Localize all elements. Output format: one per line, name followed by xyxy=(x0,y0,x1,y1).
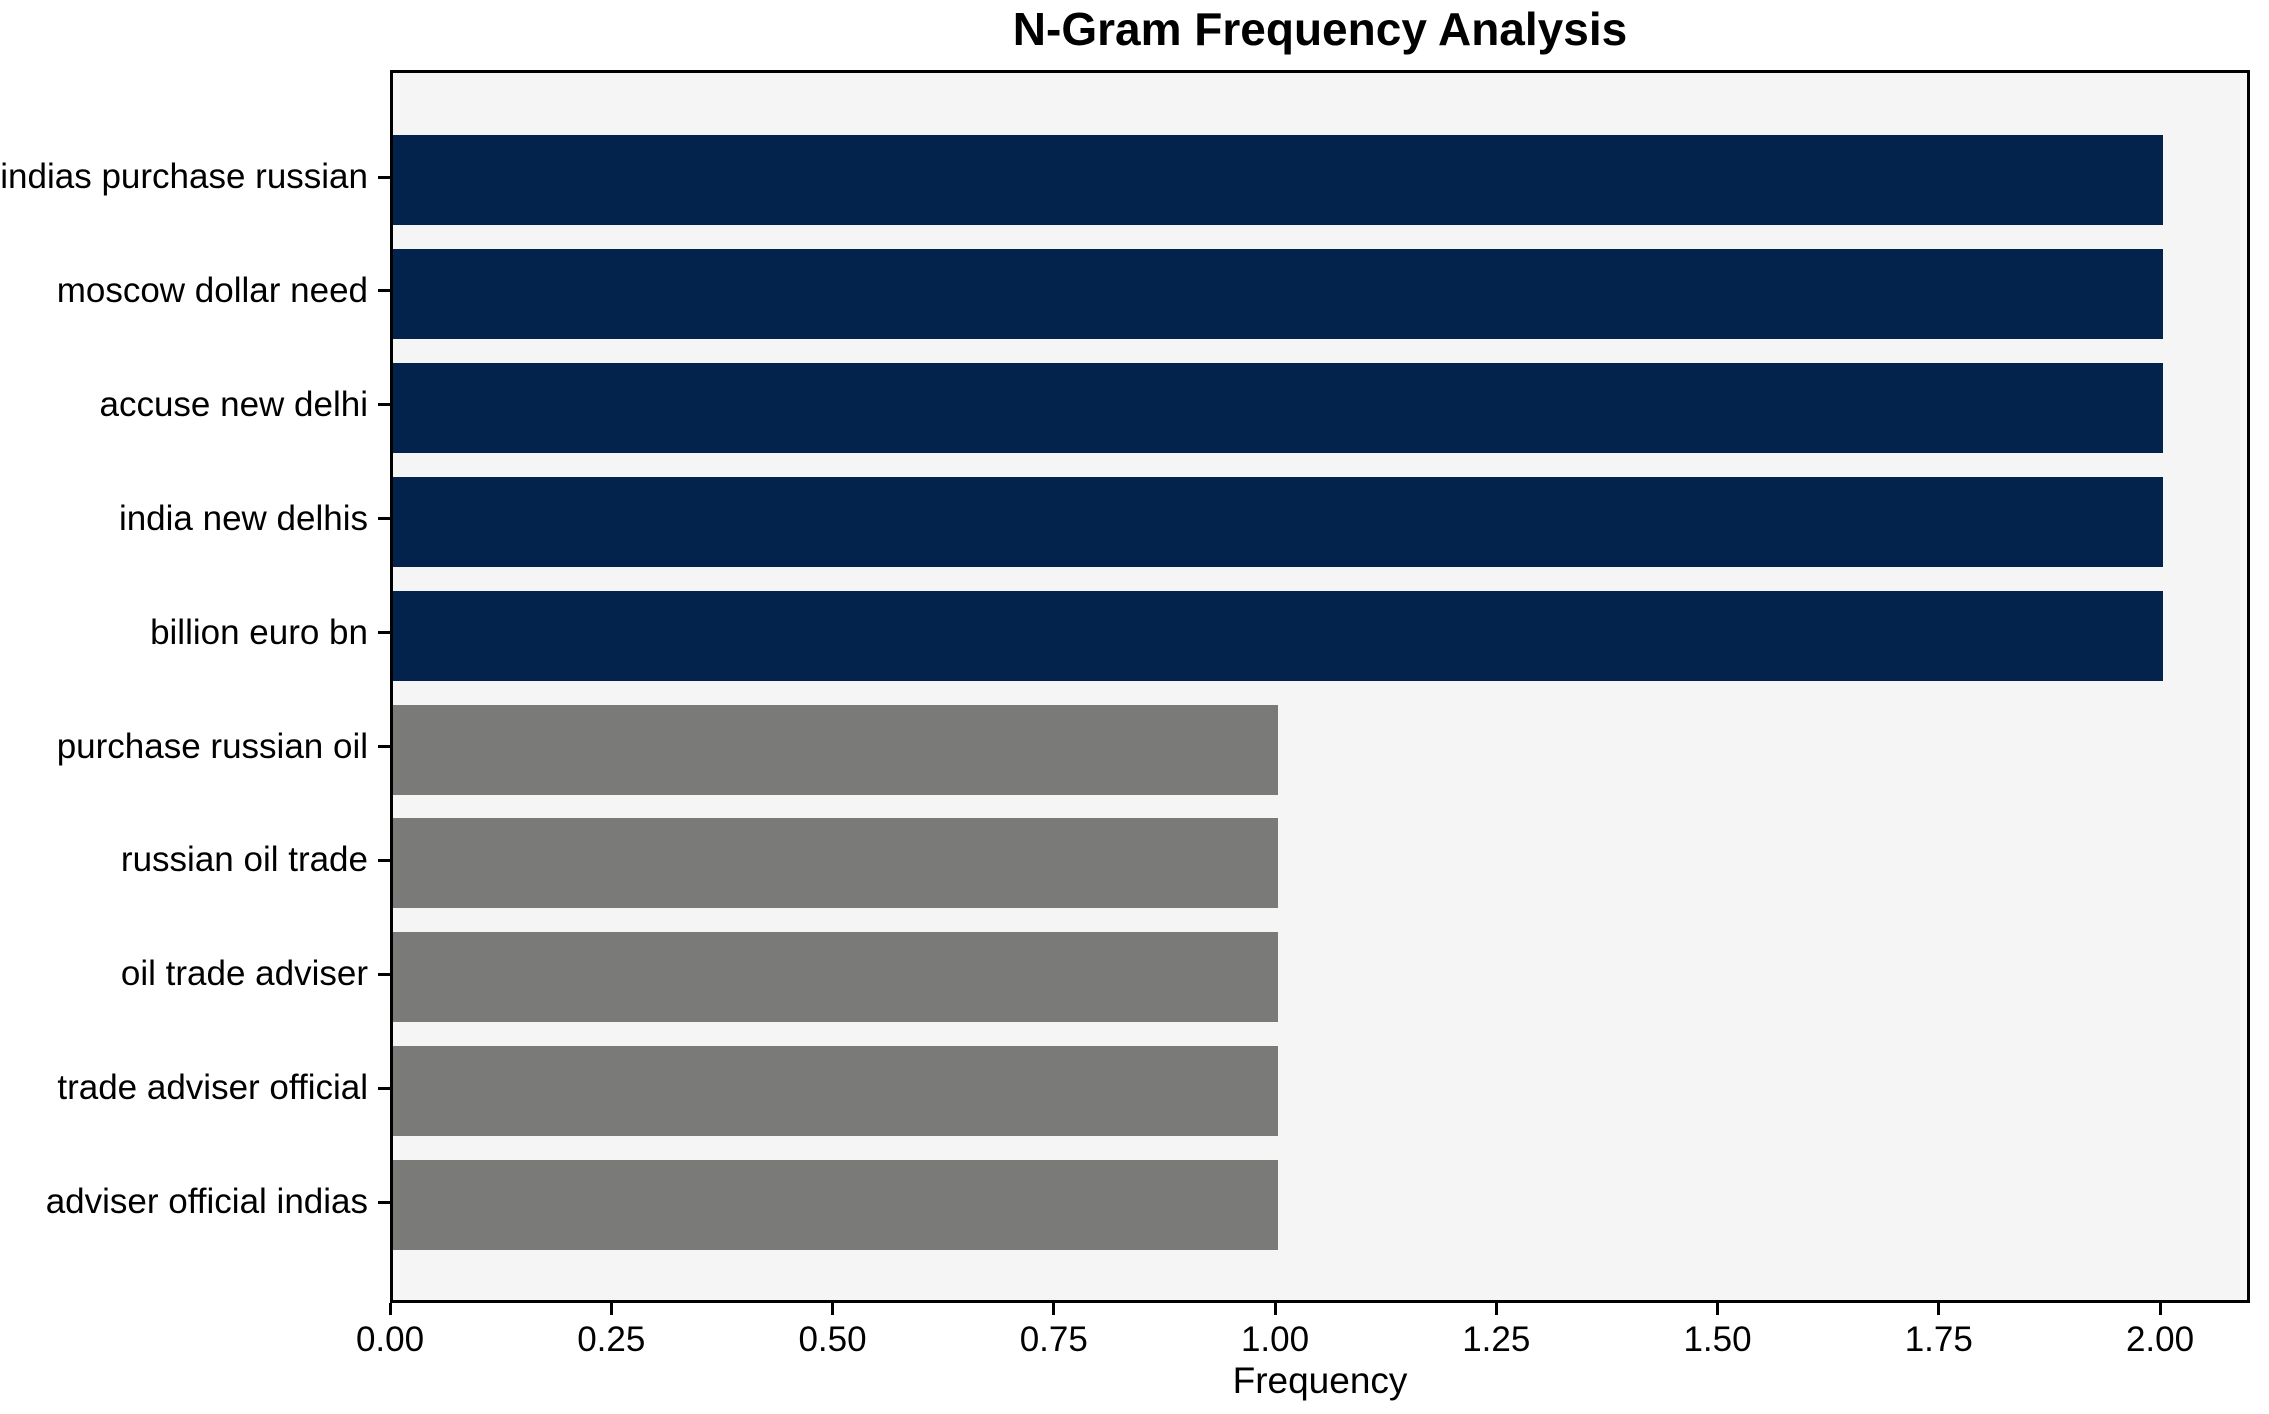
x-tick-label: 0.75 xyxy=(1019,1320,1088,1359)
x-tick-mark xyxy=(1273,1303,1277,1315)
y-tick-label: billion euro bn xyxy=(150,612,368,652)
x-tick-label: 0.25 xyxy=(577,1320,646,1359)
y-tick-mark xyxy=(378,631,390,635)
x-tick-mark xyxy=(1716,1303,1719,1315)
bar xyxy=(393,704,1278,795)
y-tick-mark xyxy=(378,289,390,293)
x-tick-mark xyxy=(2158,1303,2162,1315)
y-tick-mark xyxy=(378,858,390,862)
x-tick-label: 1.75 xyxy=(1904,1320,1973,1359)
bar xyxy=(393,1046,1278,1137)
x-tick-label: 0.00 xyxy=(355,1320,425,1359)
bar xyxy=(393,476,2163,567)
x-tick-mark xyxy=(831,1303,834,1315)
y-tick-mark xyxy=(378,403,390,407)
bar xyxy=(393,248,2163,339)
x-tick-label: 1.00 xyxy=(1240,1320,1310,1359)
x-tick-mark xyxy=(609,1303,613,1315)
x-tick-label: 2.00 xyxy=(2125,1320,2195,1359)
y-tick-label: trade adviser official xyxy=(57,1068,368,1108)
bar xyxy=(393,590,2163,681)
y-tick-mark xyxy=(378,745,390,748)
y-tick-label: oil trade adviser xyxy=(120,954,368,994)
y-tick-label: adviser official indias xyxy=(45,1182,368,1222)
x-tick-label: 1.25 xyxy=(1462,1320,1531,1359)
bar xyxy=(393,932,1278,1023)
y-tick-mark xyxy=(378,972,390,976)
x-tick-mark xyxy=(1937,1303,1941,1315)
bar xyxy=(393,818,1278,909)
y-tick-label: russian oil trade xyxy=(120,840,368,880)
plot-area xyxy=(390,70,2250,1303)
y-tick-mark xyxy=(378,517,390,521)
bar xyxy=(393,1160,1278,1251)
y-tick-label: purchase russian oil xyxy=(56,726,368,766)
x-tick-label: 1.50 xyxy=(1683,1320,1752,1359)
chart-title: N-Gram Frequency Analysis xyxy=(1012,3,1628,55)
y-tick-label: accuse new delhi xyxy=(99,384,369,424)
y-tick-mark xyxy=(378,175,390,179)
y-tick-label: indias purchase russian xyxy=(0,157,368,196)
x-axis-label: Frequency xyxy=(1232,1360,1408,1401)
y-tick-mark xyxy=(378,1086,390,1090)
y-tick-mark xyxy=(378,1200,390,1204)
bar xyxy=(393,135,2163,225)
x-tick-mark xyxy=(1494,1303,1498,1315)
x-tick-mark xyxy=(388,1303,392,1315)
y-tick-label: india new delhis xyxy=(118,498,368,538)
x-tick-label: 0.50 xyxy=(798,1320,867,1359)
x-tick-mark xyxy=(1052,1303,1056,1315)
bar xyxy=(393,362,2163,453)
y-tick-label: moscow dollar need xyxy=(56,270,368,310)
